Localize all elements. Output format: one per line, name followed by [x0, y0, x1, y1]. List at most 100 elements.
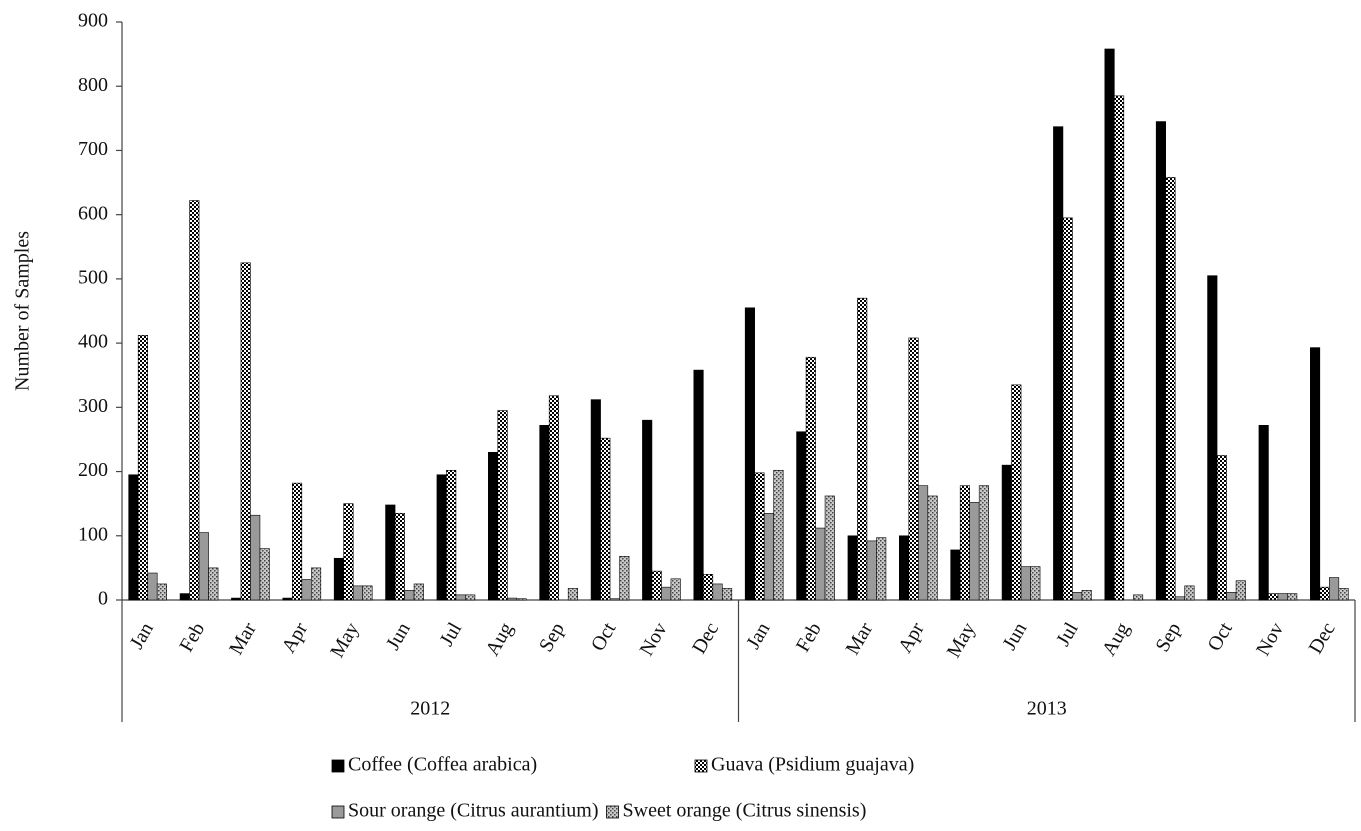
x-tick-label: Jan [126, 619, 158, 653]
x-tick-label: Feb [792, 619, 826, 656]
y-tick-label: 600 [78, 202, 108, 224]
bar [918, 485, 929, 601]
bar [651, 570, 662, 601]
x-tick-label: Apr [894, 619, 929, 657]
x-tick-label: Dec [688, 619, 723, 658]
group-label: 2012 [410, 698, 450, 720]
legend-swatch [331, 805, 345, 819]
x-tick-label: Oct [587, 618, 621, 654]
bar [497, 410, 508, 601]
y-tick-label: 500 [78, 266, 108, 288]
bar [292, 482, 303, 601]
legend-label: Coffee (Coffea arabica) [348, 754, 537, 776]
bar [1235, 580, 1246, 601]
bar [1310, 347, 1321, 601]
bar [866, 540, 877, 601]
y-tick-label: 400 [78, 331, 108, 353]
legend-label: Sour orange (Citrus aurantium) [348, 800, 599, 822]
bar [385, 504, 396, 601]
x-tick-label: Jun [382, 619, 415, 654]
bar [394, 512, 405, 601]
bar [899, 535, 910, 601]
bar [240, 262, 251, 601]
bar [137, 335, 148, 601]
bar [959, 485, 970, 601]
y-tick-label: 700 [78, 138, 108, 160]
bar [773, 469, 784, 601]
x-tick-label: Mar [225, 619, 261, 659]
bar [763, 512, 774, 601]
bar [1133, 594, 1144, 601]
x-tick-label: Dec [1304, 619, 1339, 658]
bar [600, 437, 611, 601]
bar [590, 399, 601, 601]
y-tick-label: 300 [78, 395, 108, 417]
bar [1258, 425, 1269, 601]
bar [1174, 596, 1185, 601]
bar [847, 535, 858, 601]
bar [744, 307, 755, 601]
bar [1104, 48, 1115, 601]
x-tick-label: Nov [1252, 619, 1288, 660]
bar [1053, 126, 1064, 601]
bar [661, 586, 672, 601]
bar [1114, 95, 1125, 601]
bar [156, 583, 167, 601]
bar [198, 532, 209, 601]
bar [1155, 121, 1166, 601]
bar [642, 419, 653, 601]
bar [436, 474, 447, 601]
bar [1001, 464, 1012, 601]
bar [343, 503, 354, 601]
bar [539, 425, 550, 601]
bar [301, 579, 312, 601]
bar [1287, 593, 1298, 601]
bar [231, 597, 242, 601]
bar [805, 356, 816, 601]
bar [670, 578, 681, 601]
bar [446, 469, 457, 601]
bar [1011, 384, 1022, 601]
x-tick-label: Sep [1151, 619, 1185, 656]
y-tick-label: 800 [78, 74, 108, 96]
bar [1072, 591, 1083, 601]
bar [824, 495, 835, 601]
bar [189, 200, 200, 601]
x-tick-label: Mar [842, 619, 878, 659]
y-tick-label: 0 [98, 588, 108, 610]
bar [465, 594, 476, 601]
bar [950, 549, 961, 601]
bar [1081, 590, 1092, 601]
bar [969, 502, 980, 601]
legend-label: Guava (Psidium guajava) [711, 754, 914, 776]
x-tick-label: Aug [481, 619, 517, 660]
bar [208, 567, 219, 601]
bar [404, 590, 415, 601]
x-tick-label: Jan [742, 619, 774, 653]
y-tick-label: 200 [78, 459, 108, 481]
x-tick-label: Oct [1203, 618, 1237, 654]
bar [1165, 177, 1176, 601]
bar [1030, 566, 1041, 601]
bar [693, 369, 704, 601]
bar [927, 495, 938, 601]
bar [1268, 593, 1279, 601]
x-tick-label: Apr [278, 619, 313, 657]
x-tick-label: May [326, 619, 363, 662]
bar [619, 556, 630, 601]
bar [609, 598, 620, 601]
bar [722, 588, 733, 601]
bar [507, 597, 518, 601]
x-tick-label: Sep [535, 619, 569, 656]
bar [362, 585, 373, 601]
bar [179, 593, 190, 601]
bar [857, 297, 868, 601]
bar [128, 474, 139, 601]
group-label: 2013 [1027, 698, 1067, 720]
legend-swatch [694, 759, 708, 773]
bar [1226, 591, 1237, 601]
bar [516, 598, 527, 601]
bar [1020, 566, 1031, 601]
bar [796, 431, 807, 601]
